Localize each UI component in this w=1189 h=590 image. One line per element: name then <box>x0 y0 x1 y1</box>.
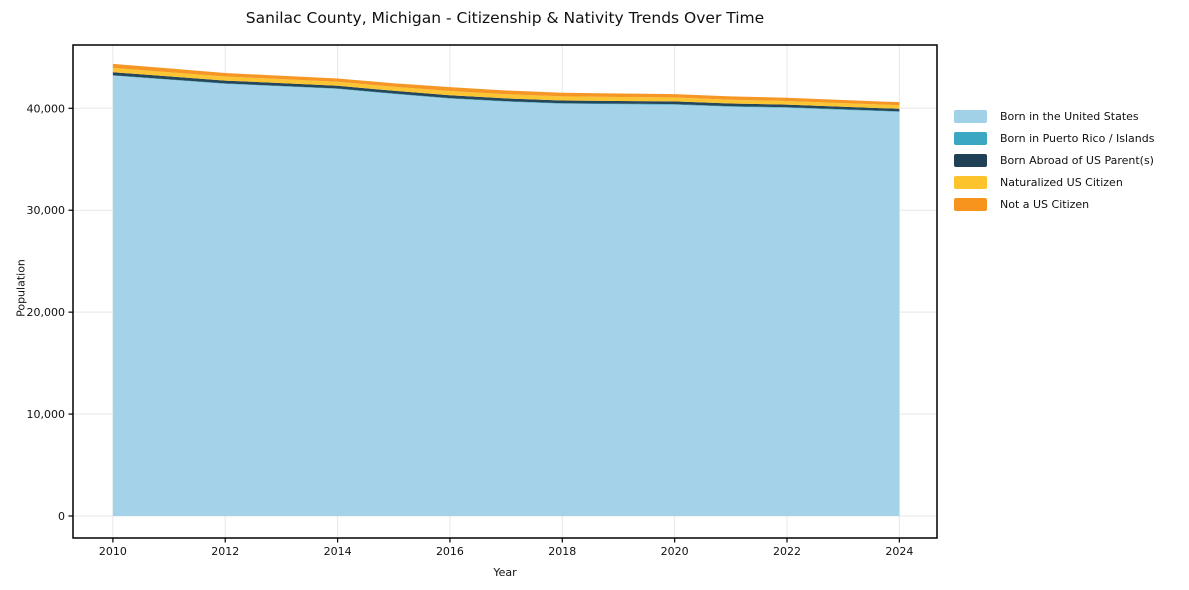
legend-item: Born Abroad of US Parent(s) <box>954 154 1154 167</box>
y-axis-label: Population <box>14 259 28 317</box>
area-series-0 <box>112 75 900 516</box>
x-tick-label: 2016 <box>436 545 464 558</box>
legend-swatch-born-us <box>954 110 987 123</box>
y-tick-label: 10,000 <box>27 408 66 421</box>
legend-item: Naturalized US Citizen <box>954 176 1154 189</box>
x-tick-label: 2010 <box>99 545 127 558</box>
area-series-3 <box>112 67 900 109</box>
y-tick-label: 0 <box>58 510 65 523</box>
area-series-4 <box>112 63 900 106</box>
legend-swatch-naturalized <box>954 176 987 189</box>
x-tick-label: 2012 <box>211 545 239 558</box>
legend-label: Born in Puerto Rico / Islands <box>1000 132 1155 145</box>
y-tick-label: 30,000 <box>27 204 66 217</box>
legend-item: Born in the United States <box>954 110 1154 123</box>
legend-swatch-not-citizen <box>954 198 987 211</box>
legend-label: Born in the United States <box>1000 110 1139 123</box>
legend: Born in the United States Born in Puerto… <box>954 110 1154 220</box>
y-tick-label: 20,000 <box>27 306 66 319</box>
legend-item: Not a US Citizen <box>954 198 1154 211</box>
legend-swatch-puerto-rico <box>954 132 987 145</box>
x-tick-label: 2024 <box>885 545 913 558</box>
legend-label: Naturalized US Citizen <box>1000 176 1123 189</box>
legend-item: Born in Puerto Rico / Islands <box>954 132 1154 145</box>
x-tick-label: 2014 <box>324 545 352 558</box>
chart-title: Sanilac County, Michigan - Citizenship &… <box>245 9 765 27</box>
x-tick-label: 2022 <box>773 545 801 558</box>
legend-swatch-born-abroad <box>954 154 987 167</box>
y-tick-label: 40,000 <box>27 102 66 115</box>
legend-label: Not a US Citizen <box>1000 198 1090 211</box>
legend-label: Born Abroad of US Parent(s) <box>1000 154 1154 167</box>
x-tick-label: 2020 <box>661 545 689 558</box>
area-series-2 <box>112 72 900 112</box>
x-tick-label: 2018 <box>548 545 576 558</box>
plot-border <box>72 44 938 539</box>
x-axis-label: Year <box>493 566 517 579</box>
